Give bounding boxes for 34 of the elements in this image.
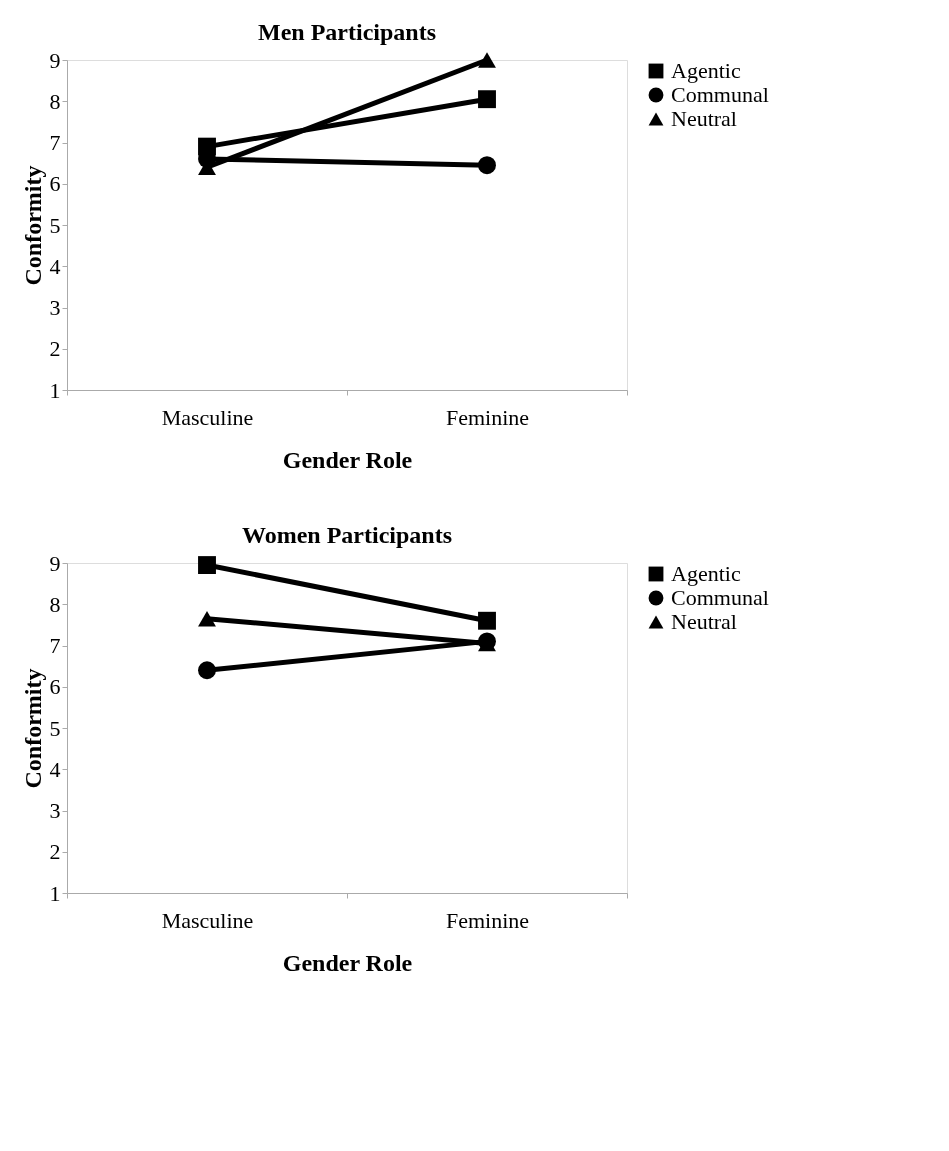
- legend-label: Communal: [671, 585, 769, 610]
- y-tick-label: 4: [49, 756, 61, 782]
- y-tick-label: 2: [49, 336, 61, 362]
- y-tick-label: 4: [49, 253, 61, 279]
- y-tick-label: 3: [49, 798, 61, 823]
- x-axis-title: Gender Role: [282, 446, 413, 473]
- y-tick-label: 3: [49, 295, 61, 320]
- chart-title: Women Participants: [242, 522, 452, 548]
- legend-label: Neutral: [671, 106, 737, 131]
- y-tick-label: 2: [49, 839, 61, 865]
- y-axis-title: Conformity: [19, 668, 46, 789]
- y-tick-label: 9: [49, 47, 61, 73]
- y-axis-title: Conformity: [19, 165, 46, 286]
- chart-title: Men Participants: [258, 19, 436, 45]
- legend-label: Communal: [671, 82, 769, 107]
- y-tick-label: 1: [49, 880, 61, 906]
- x-tick-label: Masculine: [161, 907, 254, 933]
- y-tick-label: 7: [49, 633, 61, 658]
- legend-label: Neutral: [671, 609, 737, 634]
- y-tick-label: 7: [49, 130, 61, 155]
- y-tick-label: 8: [49, 591, 61, 617]
- x-tick-label: Feminine: [445, 907, 530, 933]
- legend-label: Agentic: [671, 561, 741, 586]
- y-tick-label: 9: [49, 550, 61, 576]
- y-tick-label: 5: [49, 212, 61, 238]
- legend-label: Agentic: [671, 58, 741, 83]
- x-axis-title: Gender Role: [282, 949, 413, 976]
- y-tick-label: 6: [49, 171, 61, 197]
- x-tick-label: Masculine: [161, 404, 254, 430]
- x-tick-label: Feminine: [445, 404, 530, 430]
- y-tick-label: 6: [49, 674, 61, 700]
- y-tick-label: 5: [49, 715, 61, 741]
- y-tick-label: 8: [49, 88, 61, 114]
- y-tick-label: 1: [49, 377, 61, 403]
